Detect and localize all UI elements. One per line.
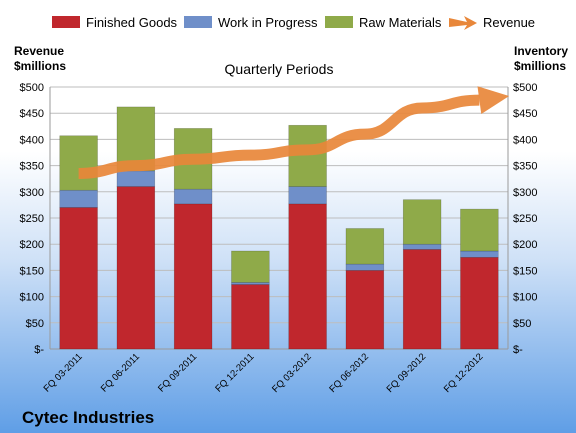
x-tick-label: FQ 09-2011 (156, 351, 199, 394)
left-y-tick-label: $100 (20, 292, 44, 304)
right-y-tick-label: $- (513, 344, 523, 356)
bar-work-in-progress (59, 189, 98, 208)
bar-finished-goods (345, 270, 385, 350)
right-y-tick-label: $300 (513, 187, 537, 199)
left-y-tick-label: $150 (20, 265, 44, 277)
legend-swatch-revenue (449, 16, 477, 30)
bar-raw-materials (288, 124, 327, 187)
bar-work-in-progress (345, 263, 385, 271)
bar-finished-goods (288, 203, 327, 350)
bar-finished-goods (116, 186, 156, 350)
left-y-tick-label: $450 (20, 108, 44, 120)
legend-label-revenue: Revenue (483, 15, 535, 30)
chart-title: Quarterly Periods (225, 61, 334, 77)
legend-swatch-work-in-progress (184, 16, 212, 28)
bar-work-in-progress (116, 170, 156, 187)
bar-finished-goods (402, 249, 442, 350)
left-y-tick-label: $250 (20, 213, 44, 225)
right-y-tick-label: $450 (513, 108, 537, 120)
right-axis-title-line-2: $millions (514, 59, 566, 73)
bar-finished-goods (173, 203, 213, 350)
left-axis-title-line-1: Revenue (14, 44, 64, 58)
right-y-tick-label: $400 (513, 134, 537, 146)
left-y-tick-label: $500 (20, 82, 44, 94)
right-y-tick-label: $100 (513, 292, 537, 304)
right-y-tick-label: $50 (513, 318, 531, 330)
x-tick-label: FQ 09-2012 (385, 351, 429, 395)
revenue-line-path (78, 94, 480, 179)
x-tick-label: FQ 12-2011 (213, 351, 256, 394)
x-tick-labels: FQ 03-2011 FQ 06-2011 FQ 09-2011 FQ 12-2011… (42, 351, 486, 395)
bar-raw-materials (231, 250, 270, 283)
left-y-tick-label: $350 (20, 161, 44, 173)
right-y-tick-label: $150 (513, 265, 537, 277)
bar-raw-materials (460, 208, 499, 252)
right-y-tick-label: $250 (513, 213, 537, 225)
revenue-line (78, 86, 510, 179)
left-y-tick-label: $400 (20, 134, 44, 146)
right-y-tick-label: $200 (513, 239, 537, 251)
x-tick-label: FQ 06-2011 (99, 351, 142, 394)
left-axis-title-line-2: $millions (14, 59, 66, 73)
bar-work-in-progress (460, 250, 499, 258)
right-axis-title-line-1: Inventory (514, 44, 568, 58)
revenue-arrowhead (477, 86, 510, 114)
x-tick-label: FQ 06-2012 (327, 351, 371, 395)
legend: Finished Goods Work in Progress Raw Mate… (52, 15, 535, 30)
x-tick-label: FQ 12-2012 (442, 351, 486, 395)
legend-label-work-in-progress: Work in Progress (218, 15, 318, 30)
right-y-tick-label: $350 (513, 161, 537, 173)
bar-finished-goods (59, 207, 98, 350)
right-y-tick-labels: $- $50 $100 $150 $200 $250 $300 $350 $400 $450 $50… (513, 82, 537, 356)
x-tick-label: FQ 03-2011 (42, 351, 85, 394)
left-y-tick-label: $50 (26, 318, 44, 330)
x-tick-label: FQ 03-2012 (270, 351, 314, 395)
left-y-tick-label: $300 (20, 187, 44, 199)
bar-finished-goods (231, 284, 270, 350)
left-axis-title: Revenue $millions (14, 44, 67, 73)
bar-work-in-progress (173, 188, 213, 205)
right-axis-title: Inventory $millions (514, 44, 571, 73)
left-y-tick-labels: $- $50 $100 $150 $200 $250 $300 $350 $400 $450 $50… (20, 82, 45, 356)
left-y-tick-label: $200 (20, 239, 44, 251)
bar-raw-materials (345, 228, 385, 265)
bar-raw-materials (402, 199, 442, 245)
company-name: Cytec Industries (22, 408, 154, 427)
legend-swatch-finished-goods (52, 16, 80, 28)
bar-work-in-progress (231, 282, 270, 285)
bar-finished-goods (460, 256, 499, 350)
legend-swatch-raw-materials (325, 16, 353, 28)
legend-label-finished-goods: Finished Goods (86, 15, 178, 30)
right-y-tick-label: $500 (513, 82, 537, 94)
bar-work-in-progress (288, 186, 327, 205)
left-y-tick-label: $- (34, 344, 44, 356)
legend-label-raw-materials: Raw Materials (359, 15, 442, 30)
bars (59, 106, 499, 350)
bar-work-in-progress (402, 243, 442, 250)
bar-raw-materials (59, 135, 98, 191)
